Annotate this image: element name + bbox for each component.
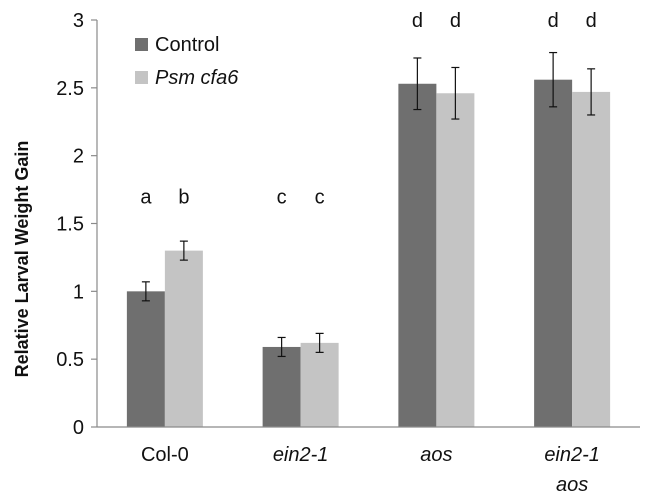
- legend-swatch: [135, 38, 148, 51]
- significance-letter: c: [277, 186, 287, 208]
- x-axis: Col-0 ein2-1 aos ein2-1 aos: [97, 426, 640, 494]
- bar-psm-cfa6: [436, 93, 475, 427]
- bars: [126, 79, 611, 428]
- legend: Control Psm cfa6: [135, 34, 239, 89]
- bar-psm-cfa6: [300, 342, 339, 427]
- bar-control: [262, 346, 301, 427]
- y-tick-label: 2: [73, 146, 84, 168]
- error-bars: [141, 51, 596, 358]
- significance-letter: d: [412, 10, 423, 32]
- bar-psm-cfa6: [164, 250, 203, 427]
- x-category-label: Col-0: [141, 444, 189, 466]
- legend-label: Psm cfa6: [155, 67, 239, 89]
- significance-letter: d: [586, 10, 597, 32]
- bar-control: [534, 79, 573, 428]
- y-tick-label: 1.5: [56, 214, 84, 236]
- y-tick-label: 0.5: [56, 349, 84, 371]
- x-category-label: ein2-1: [273, 444, 329, 466]
- significance-letter: b: [178, 186, 189, 208]
- y-axis-title: Relative Larval Weight Gain: [12, 141, 32, 378]
- y-tick-label: 2.5: [56, 78, 84, 100]
- significance-letter: c: [315, 186, 325, 208]
- x-category-label: ein2-1: [544, 444, 600, 466]
- significance-letter: d: [450, 10, 461, 32]
- bar-control: [126, 291, 165, 427]
- y-tick-label: 0: [73, 417, 84, 439]
- y-tick-label: 3: [73, 10, 84, 32]
- x-category-label: aos: [420, 444, 452, 466]
- significance-letter: a: [140, 186, 152, 208]
- legend-label: Control: [155, 34, 219, 56]
- x-category-label: aos: [556, 474, 588, 494]
- y-tick-label: 1: [73, 281, 84, 303]
- bar-control: [398, 83, 437, 427]
- significance-letter: d: [548, 10, 559, 32]
- significance-letters: a b c c d d d d: [140, 10, 596, 208]
- bar-psm-cfa6: [572, 91, 611, 428]
- legend-swatch: [135, 71, 148, 84]
- y-axis: 0 0.5 1 1.5 2 2.5 3: [56, 10, 98, 439]
